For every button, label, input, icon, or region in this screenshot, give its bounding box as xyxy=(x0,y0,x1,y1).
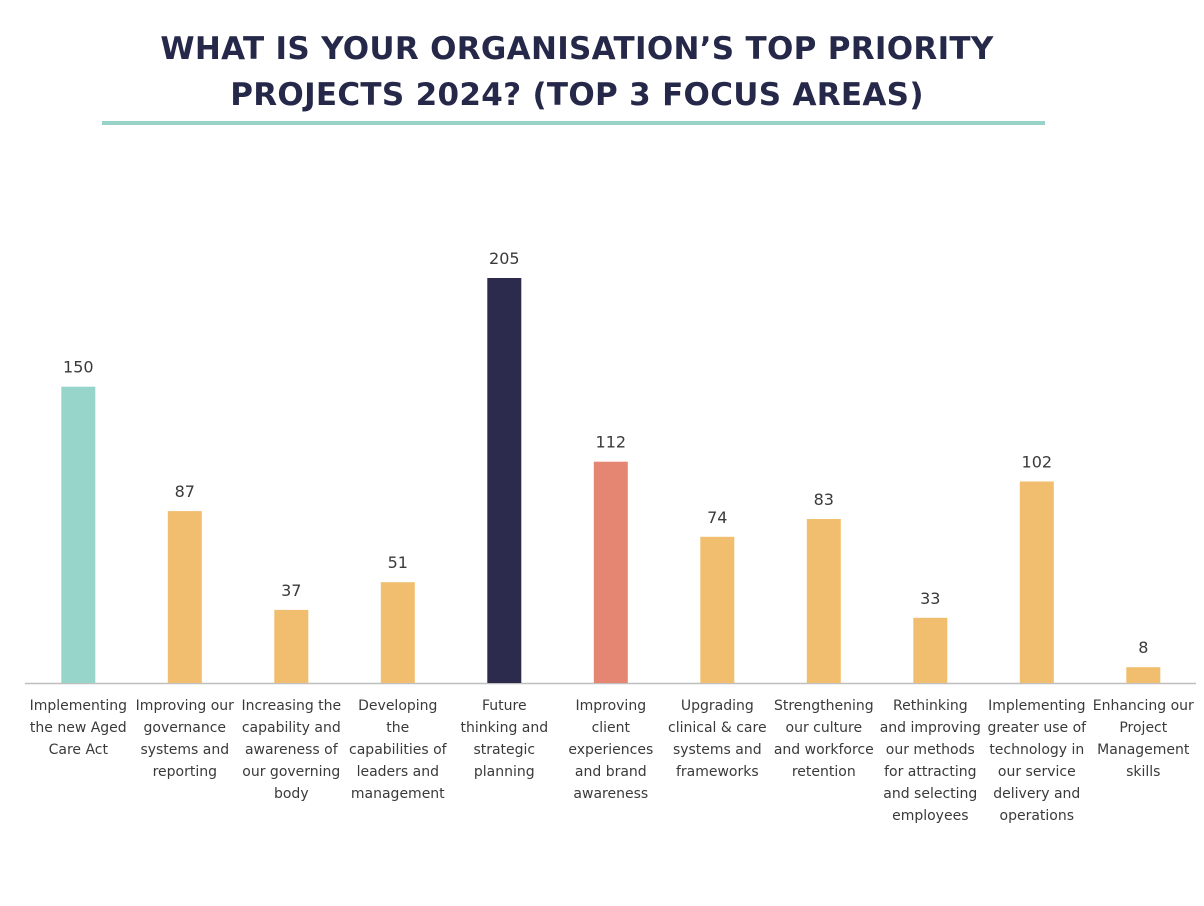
title-underline xyxy=(102,121,1045,125)
data-label-3: 37 xyxy=(281,581,301,600)
category-label-line: body xyxy=(273,786,309,802)
category-label-line: retention xyxy=(791,764,856,780)
category-label-line: strategic xyxy=(473,742,536,758)
category-label-line: Enhancing our xyxy=(1092,698,1194,714)
category-label-line: clinical & care xyxy=(668,720,767,736)
data-label-2: 87 xyxy=(175,482,195,501)
category-label-4: Developing the capabilities of leaders and m… xyxy=(344,695,452,805)
category-label-6: Improving client experiences and brand aware… xyxy=(557,695,665,805)
category-label-line: experiences xyxy=(568,742,654,758)
category-label-line: leaders and xyxy=(356,764,439,780)
category-label-line: client xyxy=(591,720,631,736)
category-label-7: Upgrading clinical & care systems and frame… xyxy=(663,695,771,783)
category-label-line: Improving our xyxy=(135,698,234,714)
category-label-line: awareness of xyxy=(244,742,338,758)
bar-11 xyxy=(1126,667,1161,683)
category-label-line: systems and xyxy=(140,742,230,758)
category-label-line: our governing xyxy=(242,764,341,780)
bar-2 xyxy=(167,511,202,683)
category-label-line: capability and xyxy=(241,720,341,736)
category-label-line: operations xyxy=(999,808,1075,824)
category-label-line: greater use of xyxy=(987,720,1087,736)
category-label-line: Strengthening xyxy=(773,698,874,714)
category-label-line: planning xyxy=(473,764,535,780)
category-label-5: Future thinking and strategic planning xyxy=(450,695,558,783)
bar-4 xyxy=(380,582,415,683)
category-label-line: technology in xyxy=(989,742,1085,758)
bar-7 xyxy=(700,536,735,683)
category-label-line: Implementing xyxy=(29,698,127,714)
category-label-line: and workforce xyxy=(773,742,874,758)
category-label-line: the xyxy=(386,720,410,736)
data-label-7: 74 xyxy=(707,508,727,527)
chart-title-line-2: PROJECTS 2024? (TOP 3 FOCUS AREAS) xyxy=(230,77,924,113)
category-label-line: the new Aged xyxy=(29,720,127,736)
category-label-line: for attracting xyxy=(884,764,977,780)
category-label-line: systems and xyxy=(672,742,762,758)
bar-5 xyxy=(487,278,522,683)
category-label-line: Implementing xyxy=(988,698,1086,714)
data-label-5: 205 xyxy=(489,249,520,268)
data-label-8: 83 xyxy=(814,490,834,509)
category-label-line: frameworks xyxy=(675,764,759,780)
category-label-line: Upgrading xyxy=(680,698,754,714)
category-label-line: management xyxy=(350,786,445,802)
bar-6 xyxy=(593,461,628,683)
bar-9 xyxy=(913,617,948,683)
data-label-10: 102 xyxy=(1022,453,1053,472)
category-label-8: Strengthening our culture and workforce ret… xyxy=(770,695,878,783)
data-label-11: 8 xyxy=(1138,638,1148,657)
data-label-1: 150 xyxy=(63,358,94,377)
bar-10 xyxy=(1019,481,1054,683)
category-label-line: Project xyxy=(1119,720,1168,736)
category-label-line: governance xyxy=(143,720,227,736)
category-label-line: Management xyxy=(1097,742,1190,758)
category-label-line: Rethinking xyxy=(893,698,968,714)
category-label-line: Developing xyxy=(358,698,438,714)
data-label-4: 51 xyxy=(388,553,408,572)
category-label-line: employees xyxy=(892,808,969,824)
bar-3 xyxy=(274,609,309,683)
category-label-line: skills xyxy=(1126,764,1161,780)
category-label-line: our service xyxy=(997,764,1076,780)
category-label-line: awareness xyxy=(573,786,649,802)
category-label-line: Increasing the xyxy=(241,698,342,714)
category-label-line: and brand xyxy=(574,764,647,780)
category-label-line: and selecting xyxy=(883,786,978,802)
category-label-line: and improving xyxy=(879,720,981,736)
category-label-1: Implementing the new Aged Care Act xyxy=(24,695,132,761)
category-label-line: Improving xyxy=(575,698,647,714)
category-label-line: Future xyxy=(482,698,527,714)
data-label-9: 33 xyxy=(920,589,940,608)
bar-8 xyxy=(806,519,841,683)
category-label-line: thinking and xyxy=(460,720,549,736)
chart-title: WHAT IS YOUR ORGANISATION’S TOP PRIORITY… xyxy=(0,26,1154,118)
bar-1 xyxy=(61,386,96,683)
category-label-3: Increasing the capability and awareness of… xyxy=(237,695,345,805)
category-label-line: our methods xyxy=(885,742,975,758)
category-label-10: Implementing greater use of technology in o… xyxy=(983,695,1091,827)
category-label-line: delivery and xyxy=(993,786,1081,802)
category-label-2: Improving our governance systems and report… xyxy=(131,695,239,783)
category-label-line: capabilities of xyxy=(349,742,447,758)
chart-title-line-1: WHAT IS YOUR ORGANISATION’S TOP PRIORITY xyxy=(160,31,994,67)
category-label-9: Rethinking and improving our methods for at… xyxy=(876,695,984,827)
data-label-6: 112 xyxy=(596,433,627,452)
category-label-line: Care Act xyxy=(48,742,108,758)
category-label-line: our culture xyxy=(785,720,863,736)
category-label-line: reporting xyxy=(152,764,217,780)
category-label-11: Enhancing our Project Management skills xyxy=(1089,695,1197,783)
